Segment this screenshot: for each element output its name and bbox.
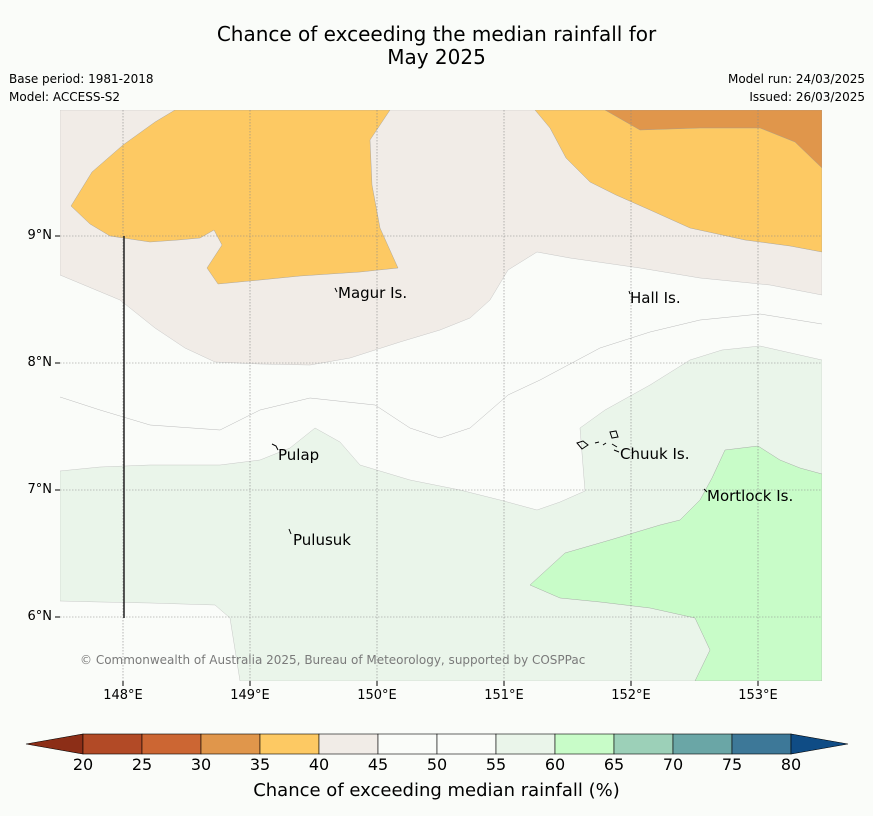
- colorbar-segment-55-60: [495, 733, 556, 755]
- chuuk-island-shape: [576, 430, 620, 453]
- colorbar-label: Chance of exceeding median rainfall (%): [253, 780, 620, 801]
- colorbar-tick-80: 80: [780, 755, 802, 774]
- colorbar-tick-35: 35: [249, 755, 271, 774]
- colorbar-segment-75-80: [731, 733, 792, 755]
- colorbar-tick-75: 75: [721, 755, 743, 774]
- lat-label-7n: 7°N: [27, 482, 53, 497]
- mortlock-island-shape: [703, 488, 708, 493]
- pulusuk-island-shape: [288, 528, 292, 535]
- band-60-65: [529, 445, 822, 681]
- place-mortlock: Mortlock Is.: [707, 487, 794, 505]
- colorbar-segment-30-35: [200, 733, 261, 755]
- colorbar-segment-65-70: [613, 733, 674, 755]
- map-title-line-1: Chance of exceeding the median rainfall …: [216, 22, 657, 46]
- lon-label-148e: 148°E: [103, 688, 143, 703]
- colorbar-under-arrow: [25, 733, 84, 755]
- colorbar-tick-25: 25: [131, 755, 153, 774]
- colorbar-tick-50: 50: [426, 755, 448, 774]
- place-pulusuk: Pulusuk: [293, 531, 351, 549]
- axis-ticks: [55, 235, 759, 686]
- lat-label-9n: 9°N: [27, 228, 53, 243]
- lon-label-153e: 153°E: [738, 688, 778, 703]
- colorbar-segment-70-75: [672, 733, 733, 755]
- meta-right: Model run: 24/03/2025 Issued: 26/03/2025: [728, 70, 865, 106]
- contour-50: [60, 313, 822, 439]
- model-name: Model: ACCESS-S2: [9, 90, 121, 104]
- lat-label-8n: 8°N: [27, 355, 53, 370]
- colorbar-segment-35-40: [259, 733, 320, 755]
- colorbar-segment-40-45: [318, 733, 379, 755]
- colorbar-segment-60-65: [554, 733, 615, 755]
- pulap-island-shape: [271, 443, 279, 451]
- colorbar-segment-45-50: [377, 733, 438, 755]
- base-period: Base period: 1981-2018: [9, 72, 154, 86]
- colorbar-tick-65: 65: [603, 755, 625, 774]
- place-pulap: Pulap: [278, 446, 320, 464]
- issued-date: Issued: 26/03/2025: [749, 90, 865, 104]
- place-magur: Magur Is.: [338, 284, 408, 302]
- colorbar-tick-60: 60: [544, 755, 566, 774]
- graticule: [60, 110, 822, 681]
- band-35-40-east: [534, 110, 822, 253]
- place-hall: Hall Is.: [630, 289, 681, 307]
- lon-label-150e: 150°E: [357, 688, 397, 703]
- rainfall-field: [60, 110, 822, 681]
- lat-label-6n: 6°N: [27, 609, 53, 624]
- colorbar-segment-50-55: [436, 733, 497, 755]
- colorbar-tick-45: 45: [367, 755, 389, 774]
- copyright-notice: © Commonwealth of Australia 2025, Bureau…: [80, 653, 586, 667]
- magur-island-shape: [334, 287, 338, 293]
- place-chuuk: Chuuk Is.: [620, 445, 690, 463]
- colorbar-tick-70: 70: [662, 755, 684, 774]
- model-run: Model run: 24/03/2025: [727, 72, 865, 86]
- lon-label-149e: 149°E: [230, 688, 270, 703]
- colorbar-tick-30: 30: [190, 755, 212, 774]
- colorbar-tick-55: 55: [485, 755, 507, 774]
- band-35-40-west: [70, 110, 399, 285]
- island-outlines: [271, 287, 708, 535]
- map-title-line-2: May 2025: [387, 45, 486, 69]
- colorbar-segment-25-30: [141, 733, 202, 755]
- colorbar-tick-20: 20: [72, 755, 94, 774]
- colorbar: [25, 733, 849, 755]
- lon-label-152e: 152°E: [611, 688, 651, 703]
- band-30-35: [604, 110, 822, 169]
- colorbar-over-arrow: [790, 733, 849, 755]
- colorbar-tick-40: 40: [308, 755, 330, 774]
- lon-label-151e: 151°E: [484, 688, 524, 703]
- meta-left: Base period: 1981-2018 Model: ACCESS-S2: [9, 70, 154, 106]
- colorbar-segment-20-25: [82, 733, 143, 755]
- hall-island-shape: [628, 290, 631, 295]
